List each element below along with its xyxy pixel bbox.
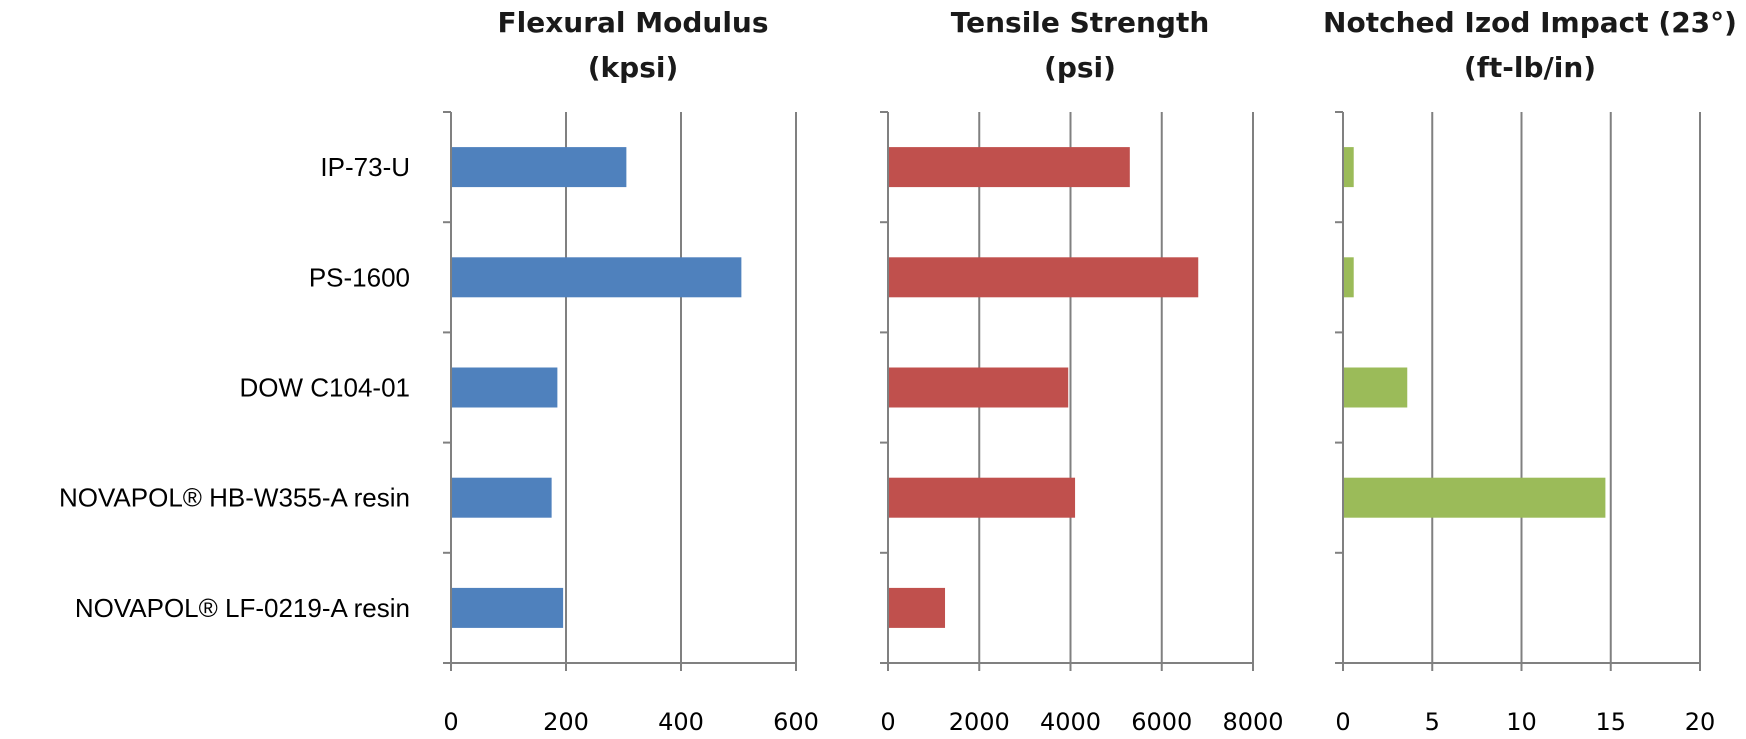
category-label: NOVAPOL® HB-W355-A resin <box>59 483 410 513</box>
bar <box>888 477 1076 518</box>
bar <box>451 257 742 298</box>
x-tick-label: 20 <box>1685 708 1716 736</box>
category-label: PS-1600 <box>309 262 410 292</box>
bar <box>888 257 1199 298</box>
bar <box>888 587 946 628</box>
bar <box>451 477 552 518</box>
category-label: IP-73-U <box>320 152 410 182</box>
x-tick-label: 8000 <box>1222 708 1283 736</box>
bar <box>888 147 1130 188</box>
bar <box>451 147 627 188</box>
panel-title-line: Notched Izod Impact (23°) <box>1323 6 1737 39</box>
x-tick-label: 2000 <box>949 708 1010 736</box>
bar <box>451 587 564 628</box>
bar <box>1343 367 1408 408</box>
x-tick-label: 400 <box>658 708 704 736</box>
bar <box>1343 477 1606 518</box>
x-tick-label: 15 <box>1595 708 1626 736</box>
category-label: DOW C104-01 <box>240 373 411 403</box>
x-tick-label: 0 <box>1335 708 1350 736</box>
x-tick-label: 10 <box>1506 708 1537 736</box>
bar <box>1343 147 1354 188</box>
bar <box>451 367 558 408</box>
panel-title-line: (ft-lb/in) <box>1464 51 1596 84</box>
x-tick-label: 4000 <box>1040 708 1101 736</box>
x-tick-label: 0 <box>880 708 895 736</box>
bar <box>888 367 1069 408</box>
x-tick-label: 6000 <box>1131 708 1192 736</box>
category-label: NOVAPOL® LF-0219-A resin <box>75 593 410 623</box>
x-tick-label: 0 <box>443 708 458 736</box>
panel-title-line: (kpsi) <box>588 51 679 84</box>
panel-title-line: Tensile Strength <box>951 6 1210 39</box>
x-tick-label: 600 <box>773 708 819 736</box>
bar <box>1343 257 1354 298</box>
panel-title-line: (psi) <box>1044 51 1116 84</box>
x-tick-label: 5 <box>1425 708 1440 736</box>
panel-title-line: Flexural Modulus <box>497 6 768 39</box>
x-tick-label: 200 <box>543 708 589 736</box>
